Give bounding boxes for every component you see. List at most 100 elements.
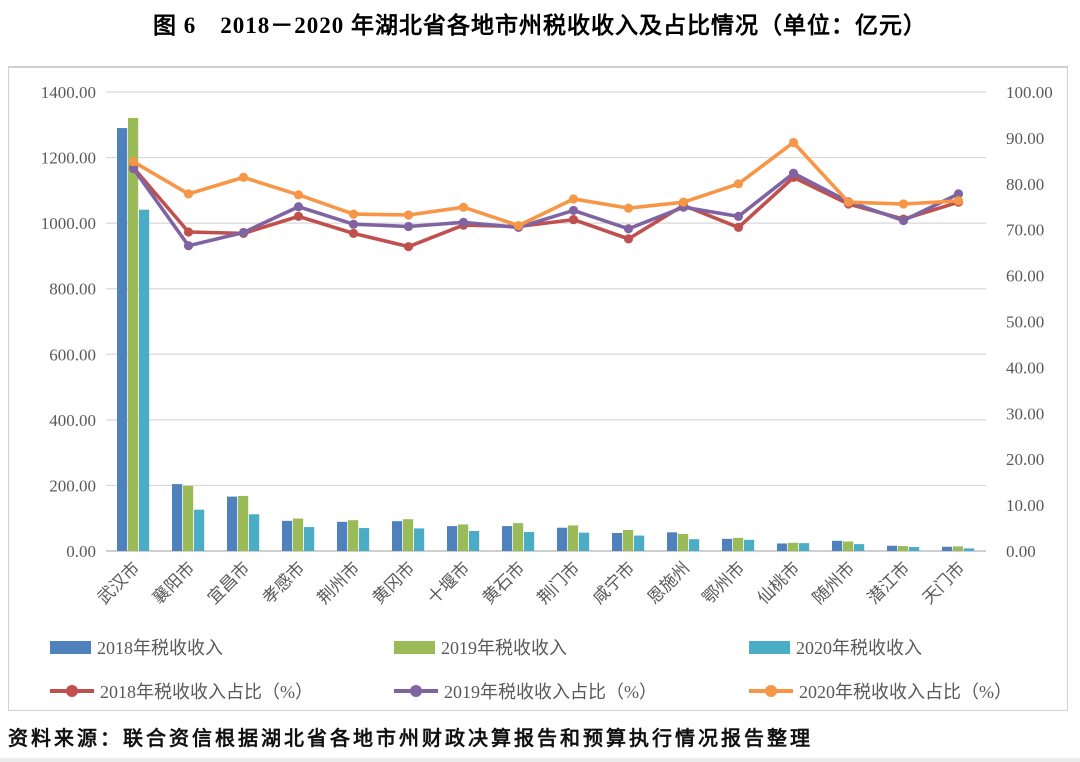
legend-bar-swatch-icon <box>749 640 790 654</box>
x-axis-label: 武汉市 <box>94 558 143 607</box>
bar <box>304 527 315 551</box>
bar <box>733 537 744 551</box>
bar <box>414 528 425 551</box>
bar <box>359 528 370 551</box>
right-axis-tick: 0.00 <box>1006 542 1036 561</box>
legend-label: 2019年税收收入占比（%） <box>444 682 657 702</box>
bar <box>799 543 810 551</box>
line-marker <box>293 190 304 200</box>
line-marker <box>458 217 469 227</box>
line-marker <box>788 168 799 178</box>
bar <box>183 485 194 551</box>
legend-marker-icon <box>765 685 777 697</box>
left-axis-tick: 600.00 <box>49 345 96 364</box>
legend-label: 2019年税收收入 <box>441 638 567 658</box>
bar <box>227 496 238 551</box>
bar <box>887 545 898 551</box>
line-marker <box>348 228 359 238</box>
x-axis-label: 荆州市 <box>314 558 363 607</box>
bar <box>777 543 788 551</box>
line-marker <box>568 205 579 216</box>
chart-title: 图 6 2018－2020 年湖北省各地市州税收收入及占比情况（单位：亿元） <box>153 13 927 38</box>
x-axis-label: 十堰市 <box>424 558 473 607</box>
bar <box>469 531 480 551</box>
x-axis-label: 黄石市 <box>479 558 528 607</box>
legend-item: 2019年税收收入 <box>394 637 567 658</box>
line-marker <box>733 211 744 221</box>
left-axis-tick: 1400.00 <box>41 83 96 102</box>
line-marker <box>183 227 194 237</box>
line-marker <box>293 202 304 212</box>
bar <box>348 520 359 551</box>
bar <box>623 530 634 551</box>
line-marker <box>733 179 744 189</box>
bar <box>953 546 964 551</box>
legend-item: 2019年税收收入占比（%） <box>394 681 657 702</box>
right-axis-tick: 70.00 <box>1006 221 1044 240</box>
legend-line-swatch-icon <box>50 684 94 698</box>
bar <box>612 532 623 551</box>
bar <box>502 526 513 551</box>
bar <box>293 518 304 551</box>
right-axis-tick: 40.00 <box>1006 358 1044 377</box>
legend-label: 2020年税收收入 <box>796 638 922 658</box>
x-axis-label: 仙桃市 <box>754 558 803 607</box>
bar <box>139 209 150 551</box>
right-axis-tick: 10.00 <box>1006 496 1044 515</box>
bar <box>172 484 183 551</box>
line-marker <box>623 203 634 213</box>
line-marker <box>788 137 799 148</box>
bar <box>942 546 953 551</box>
line-marker <box>403 242 414 252</box>
legend-line-swatch-icon <box>394 684 438 698</box>
x-axis-label: 潜江市 <box>864 558 913 607</box>
left-axis-tick: 1200.00 <box>41 149 96 168</box>
line-marker <box>348 219 359 229</box>
legend-bar-swatch-icon <box>50 640 91 654</box>
line-marker <box>128 164 139 174</box>
x-axis-label: 咸宁市 <box>589 558 638 607</box>
bar <box>678 533 689 551</box>
line-marker <box>623 234 634 244</box>
bar <box>458 524 469 551</box>
line-marker <box>348 209 359 219</box>
bar <box>854 544 865 551</box>
legend-line-swatch-icon <box>749 684 793 698</box>
line-marker <box>898 199 909 209</box>
left-axis-tick: 1000.00 <box>41 214 96 233</box>
bar <box>128 117 139 552</box>
line-marker <box>678 197 689 207</box>
bar <box>117 128 128 552</box>
left-axis-tick: 0.00 <box>66 542 96 561</box>
chart-container: 0.00 200.00 400.00 600.00 800.00 1000.00 1200.… <box>8 66 1068 711</box>
bar <box>788 542 799 551</box>
legend-marker-icon <box>66 685 78 697</box>
bar <box>513 523 524 551</box>
x-axis-label: 鄂州市 <box>699 558 748 607</box>
line-marker <box>568 194 579 204</box>
x-axis-label: 黄冈市 <box>369 558 418 607</box>
bar <box>194 509 205 551</box>
left-axis-tick: 400.00 <box>49 411 96 430</box>
bar <box>403 519 414 551</box>
line-marker <box>623 224 634 234</box>
x-axis-label: 恩施州 <box>644 558 693 607</box>
x-axis-label: 天门市 <box>919 558 968 607</box>
legend-bar-swatch-icon <box>394 640 435 654</box>
line-marker <box>403 210 414 220</box>
line-marker <box>128 157 139 167</box>
right-axis-tick: 100.00 <box>1006 83 1053 102</box>
bar <box>392 521 403 551</box>
right-axis-tick: 20.00 <box>1006 450 1044 469</box>
right-axis-tick: 90.00 <box>1006 129 1044 148</box>
bar <box>832 540 843 551</box>
bar <box>337 521 348 551</box>
line-marker <box>458 202 469 212</box>
right-axis-tick: 60.00 <box>1006 267 1044 286</box>
chart-canvas: 0.00 200.00 400.00 600.00 800.00 1000.00 1200.… <box>41 83 1053 608</box>
legend-item: 2020年税收收入占比（%） <box>749 681 1012 702</box>
bar <box>579 532 590 551</box>
bar <box>964 548 975 551</box>
legend-item: 2020年税收收入 <box>749 637 922 658</box>
